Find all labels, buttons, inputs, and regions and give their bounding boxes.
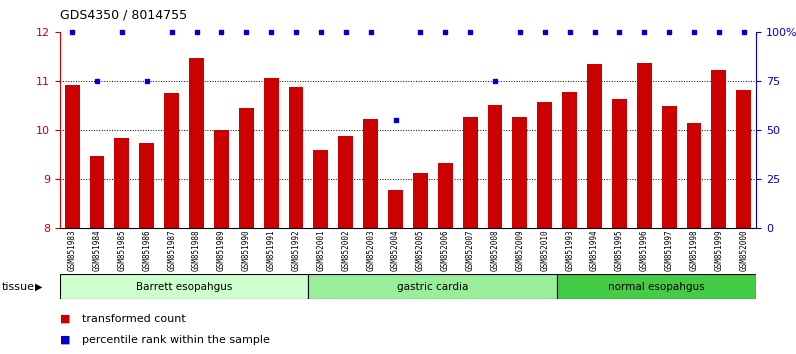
Bar: [239, 108, 254, 228]
Text: GSM851999: GSM851999: [714, 230, 724, 271]
Bar: [139, 143, 154, 228]
Text: gastric cardia: gastric cardia: [397, 282, 469, 292]
Bar: [308, 274, 557, 299]
Bar: [189, 58, 204, 228]
Text: GSM851994: GSM851994: [590, 230, 599, 271]
Bar: [413, 173, 427, 228]
Text: GSM852003: GSM852003: [366, 230, 375, 271]
Text: GSM852006: GSM852006: [441, 230, 450, 271]
Text: GSM851984: GSM851984: [92, 230, 102, 271]
Text: GSM851992: GSM851992: [291, 230, 301, 271]
Bar: [686, 123, 701, 228]
Text: GSM852007: GSM852007: [466, 230, 474, 271]
Text: GSM852009: GSM852009: [515, 230, 525, 271]
Text: ▶: ▶: [35, 282, 42, 292]
Text: GSM852002: GSM852002: [341, 230, 350, 271]
Text: GSM851989: GSM851989: [217, 230, 226, 271]
Bar: [60, 274, 308, 299]
Bar: [736, 90, 751, 228]
Text: transformed count: transformed count: [82, 314, 185, 324]
Text: GSM851983: GSM851983: [68, 230, 76, 271]
Text: percentile rank within the sample: percentile rank within the sample: [82, 335, 270, 345]
Text: GDS4350 / 8014755: GDS4350 / 8014755: [60, 9, 187, 22]
Text: GSM851987: GSM851987: [167, 230, 176, 271]
Text: GSM852004: GSM852004: [391, 230, 400, 271]
Text: tissue: tissue: [2, 282, 34, 292]
Bar: [612, 99, 626, 228]
Bar: [388, 190, 403, 228]
Bar: [712, 70, 726, 228]
Text: GSM852000: GSM852000: [739, 230, 748, 271]
Bar: [487, 105, 502, 228]
Bar: [557, 274, 756, 299]
Text: ■: ■: [60, 335, 70, 345]
Text: GSM851986: GSM851986: [142, 230, 151, 271]
Text: GSM851997: GSM851997: [665, 230, 673, 271]
Text: GSM852001: GSM852001: [316, 230, 326, 271]
Bar: [562, 92, 577, 228]
Text: GSM851993: GSM851993: [565, 230, 574, 271]
Bar: [661, 106, 677, 228]
Bar: [64, 85, 80, 228]
Bar: [214, 130, 228, 228]
Text: GSM852005: GSM852005: [416, 230, 425, 271]
Bar: [164, 93, 179, 228]
Text: GSM852010: GSM852010: [540, 230, 549, 271]
Bar: [587, 64, 602, 228]
Text: GSM851995: GSM851995: [615, 230, 624, 271]
Text: ■: ■: [60, 314, 70, 324]
Text: GSM851985: GSM851985: [117, 230, 127, 271]
Text: GSM851996: GSM851996: [640, 230, 649, 271]
Bar: [438, 163, 453, 228]
Bar: [314, 150, 328, 228]
Text: GSM852008: GSM852008: [490, 230, 500, 271]
Bar: [263, 78, 279, 228]
Bar: [513, 117, 527, 228]
Text: Barrett esopahgus: Barrett esopahgus: [136, 282, 232, 292]
Text: normal esopahgus: normal esopahgus: [608, 282, 705, 292]
Bar: [338, 136, 353, 228]
Bar: [537, 102, 552, 228]
Bar: [462, 117, 478, 228]
Bar: [363, 119, 378, 228]
Text: GSM851991: GSM851991: [267, 230, 275, 271]
Bar: [637, 63, 652, 228]
Bar: [89, 156, 104, 228]
Text: GSM851990: GSM851990: [242, 230, 251, 271]
Bar: [115, 138, 129, 228]
Text: GSM851998: GSM851998: [689, 230, 699, 271]
Bar: [288, 87, 303, 228]
Text: GSM851988: GSM851988: [192, 230, 201, 271]
